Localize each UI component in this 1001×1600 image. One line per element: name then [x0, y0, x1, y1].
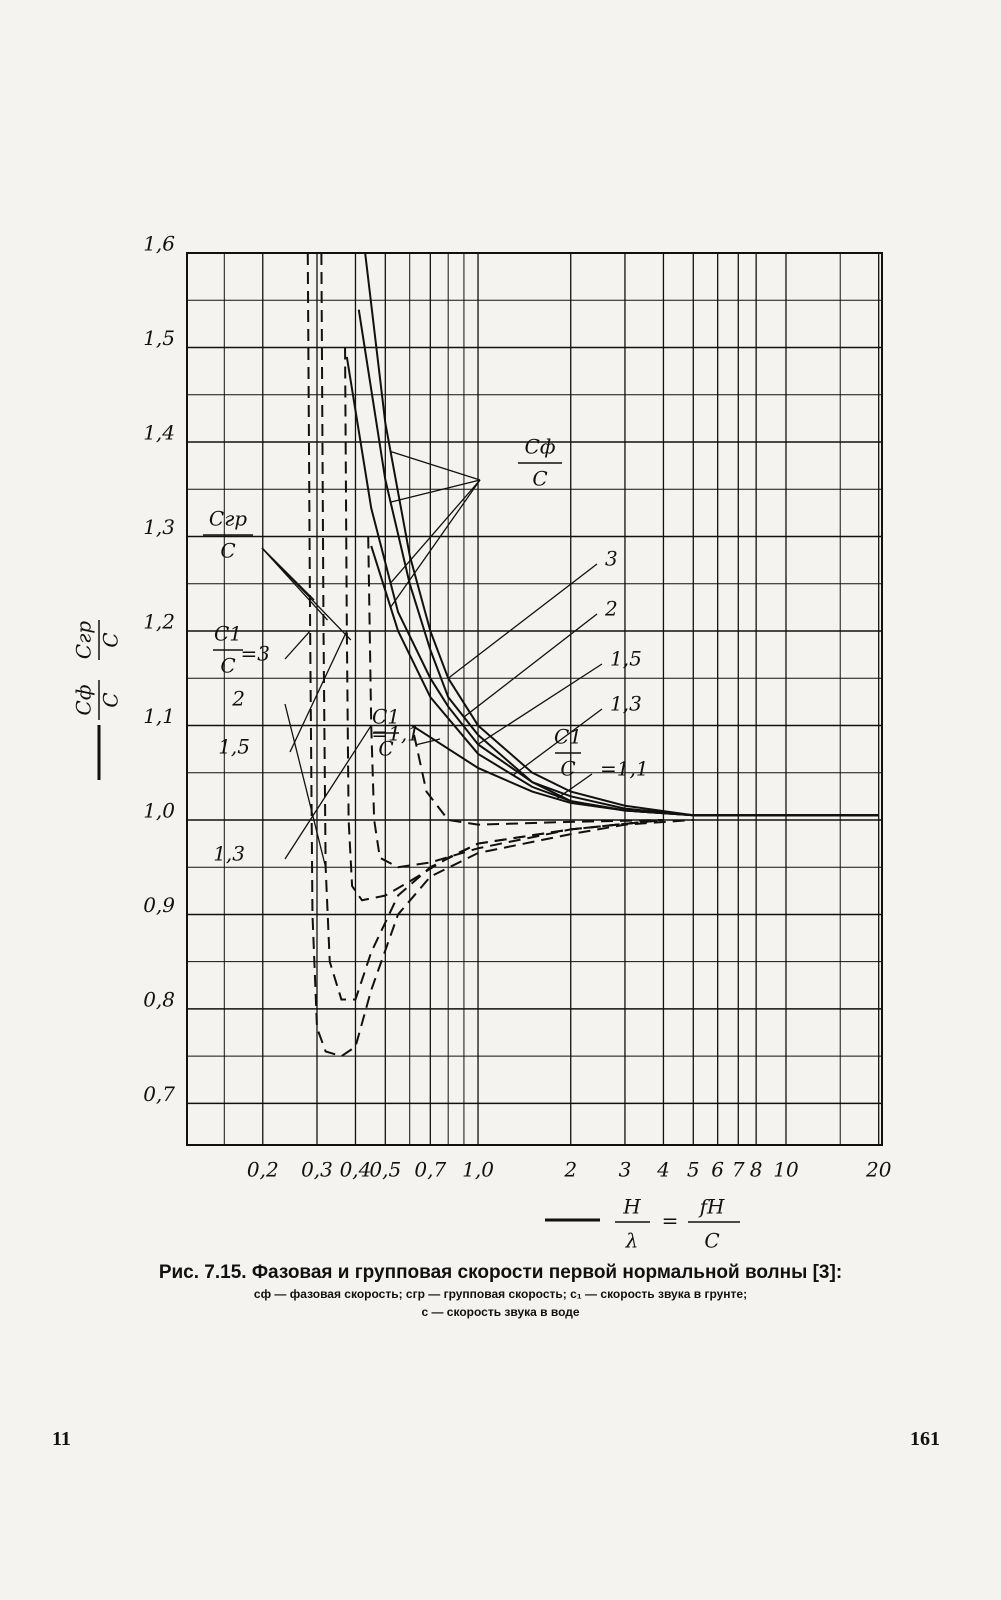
x-tick-label: 7	[732, 1158, 745, 1182]
fraction-den: C	[220, 654, 235, 678]
series-label: =3	[241, 642, 270, 666]
y-tick-label: 1,5	[143, 326, 175, 350]
y-axis-label-part: C	[99, 632, 123, 647]
series-line	[357, 309, 879, 817]
y-axis-label-part: Cф	[72, 685, 96, 716]
x-tick-label: 20	[865, 1158, 892, 1182]
y-tick-label: 1,4	[143, 420, 175, 444]
series-label: 1,3	[610, 692, 642, 716]
caption-line: c — скорость звука в воде	[421, 1305, 580, 1319]
fraction-num: Cф	[525, 435, 556, 459]
leader-line	[390, 479, 481, 584]
plot-frame	[186, 252, 883, 1146]
y-tick-label: 1,3	[143, 515, 175, 539]
caption-line: cф — фазовая скорость; cгр — групповая с…	[253, 1287, 748, 1301]
x-tick-label: 0,3	[301, 1158, 333, 1182]
leader-line	[390, 479, 481, 608]
leader-line	[390, 479, 481, 503]
y-axis-label-part: Cгр	[72, 621, 96, 659]
series-label: =1,1	[600, 757, 649, 781]
fraction-num: C1	[372, 705, 400, 729]
series-line	[345, 356, 879, 817]
caption-line: Рис. 7.15. Фазовая и групповая скорости …	[158, 1262, 843, 1283]
leader-line	[284, 630, 311, 660]
series-label: 2	[604, 597, 618, 621]
x-tick-label: 5	[687, 1158, 700, 1182]
series-line	[364, 252, 879, 817]
x-tick-label: 6	[711, 1158, 724, 1182]
series-line	[344, 347, 664, 902]
page-number-left: 11	[52, 1428, 71, 1450]
fraction-num: C1	[214, 622, 242, 646]
leader-line	[289, 630, 348, 753]
series-label: 2	[231, 687, 245, 711]
y-tick-label: 0,9	[143, 893, 175, 917]
series-line	[411, 724, 879, 817]
series-label: 3	[605, 547, 618, 571]
x-axis-label-part: H	[622, 1195, 641, 1219]
series-line	[306, 252, 694, 1058]
leader-line	[390, 450, 481, 481]
fraction-den: C	[378, 737, 393, 761]
x-tick-label: 2	[563, 1158, 577, 1182]
x-tick-label: 0,7	[414, 1158, 446, 1182]
leader-line	[463, 613, 598, 718]
x-tick-label: 10	[773, 1158, 799, 1182]
leader-line	[284, 725, 372, 860]
leader-line	[447, 563, 598, 679]
y-tick-label: 1,6	[143, 232, 175, 256]
leader-line	[284, 703, 327, 868]
chart: 0,70,80,91,01,11,21,31,41,51,60,2 0,3 0,40…	[72, 232, 892, 1253]
fraction-den: C	[532, 467, 547, 491]
series-label: 1,5	[218, 735, 250, 759]
page-number: 161	[910, 1428, 940, 1450]
fraction-den: C	[560, 757, 575, 781]
series-line	[367, 536, 664, 869]
x-tick-label: 4	[656, 1158, 670, 1182]
leader-line	[477, 663, 603, 745]
y-tick-label: 0,8	[143, 987, 175, 1011]
x-axis-label-part: fH	[698, 1195, 725, 1219]
series-label: 1,3	[213, 842, 245, 866]
x-tick-label: 8	[750, 1158, 763, 1182]
leader-line	[261, 547, 352, 641]
leader-line	[512, 708, 603, 776]
leader-line	[556, 773, 593, 800]
x-tick-label: 1,0	[462, 1158, 494, 1182]
series-line	[413, 734, 664, 826]
leader-line	[416, 738, 441, 746]
series-label: 1,5	[610, 647, 642, 671]
y-tick-label: 1,0	[143, 798, 175, 822]
x-tick-label: 3	[619, 1158, 632, 1182]
y-axis-label-part: C	[99, 692, 123, 707]
x-tick-label: 0,5	[369, 1158, 401, 1182]
fraction-num: Cгр	[209, 507, 247, 531]
fraction-num: C1	[554, 725, 582, 749]
series-line	[320, 252, 664, 1001]
x-tick-label: 0,4	[340, 1158, 372, 1182]
y-tick-label: 0,7	[143, 1082, 175, 1106]
x-axis-label-part: λ	[625, 1229, 639, 1253]
fraction-den: C	[220, 539, 235, 563]
x-axis-label-part: =	[662, 1209, 679, 1233]
x-axis-label-part: C	[704, 1229, 719, 1253]
x-tick-label: 0,2	[247, 1158, 279, 1182]
y-tick-label: 1,1	[143, 704, 175, 728]
y-tick-label: 1,2	[143, 609, 175, 633]
